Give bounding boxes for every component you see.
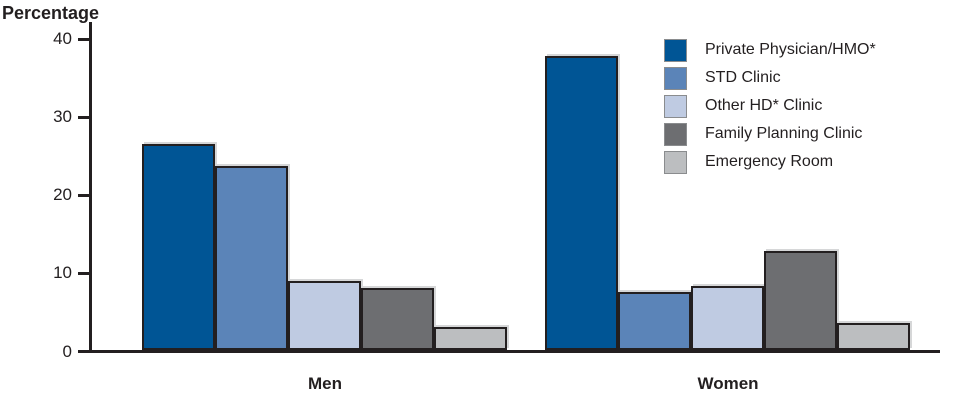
x-category-label-women: Women (697, 374, 759, 393)
legend-label: Family Planning Clinic (705, 125, 863, 142)
legend-label: Other HD* Clinic (705, 97, 823, 114)
legend: Private Physician/HMO* STD Clinic Other HD… (664, 38, 876, 174)
y-tick-label: 0 (62, 342, 72, 361)
legend-swatch-icon (664, 66, 687, 90)
bar-women-emergency-room (837, 323, 910, 350)
bar-men-emergency-room (434, 327, 507, 350)
legend-swatch-icon (664, 122, 687, 146)
y-tick-label: 10 (53, 263, 72, 282)
y-tick-mark (78, 350, 91, 353)
bar-men-family-planning-clinic (361, 288, 434, 350)
legend-item: Private Physician/HMO* (664, 38, 876, 62)
legend-label: STD Clinic (705, 69, 781, 86)
legend-item: STD Clinic (664, 66, 876, 90)
bar-men-other-hd-clinic (288, 281, 361, 350)
legend-swatch-icon (664, 38, 687, 62)
y-axis-title: Percentage (2, 3, 100, 23)
legend-swatch-icon (664, 94, 687, 118)
y-tick-label: 20 (53, 185, 72, 204)
bar-women-other-hd-clinic (691, 286, 764, 350)
legend-swatch-icon (664, 150, 687, 174)
y-tick-mark (78, 38, 91, 41)
legend-item: Family Planning Clinic (664, 122, 876, 146)
y-tick-mark (78, 116, 91, 119)
x-category-label-men: Men (308, 374, 342, 393)
legend-label: Private Physician/HMO* (705, 41, 876, 58)
y-axis-line (89, 22, 92, 353)
legend-item: Emergency Room (664, 150, 876, 174)
y-tick-mark (78, 194, 91, 197)
bar-men-private-physician-hmo (142, 144, 215, 350)
bar-women-private-physician-hmo (545, 56, 618, 350)
y-tick-label: 40 (53, 29, 72, 48)
bar-women-std-clinic (618, 292, 691, 350)
bar-men-std-clinic (215, 166, 288, 350)
legend-label: Emergency Room (705, 153, 834, 170)
y-tick-label: 30 (53, 107, 72, 126)
y-tick-mark (78, 272, 91, 275)
bar-women-family-planning-clinic (764, 251, 837, 350)
x-axis-line (89, 350, 940, 353)
legend-item: Other HD* Clinic (664, 94, 876, 118)
